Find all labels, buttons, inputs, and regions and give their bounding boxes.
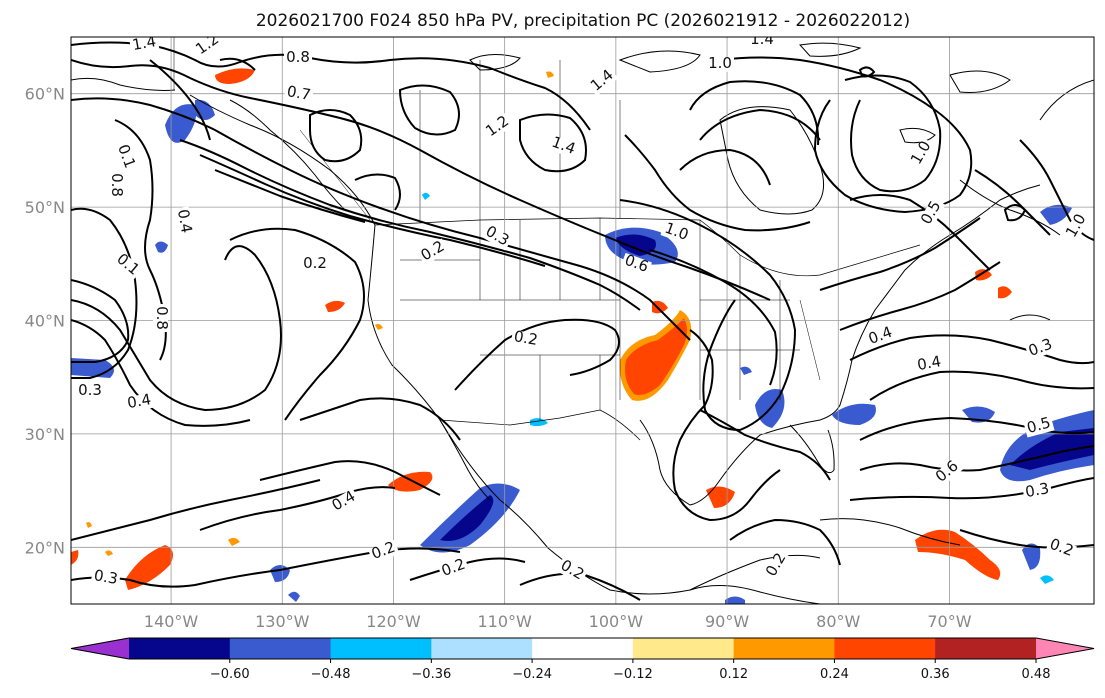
baja-peninsula (439, 419, 491, 501)
colorbar-tick-label: −0.12 (613, 667, 653, 682)
lon-label: 70°W (927, 612, 971, 631)
contour-label: 0.3 (78, 381, 102, 399)
contour-label: 1.4 (750, 30, 774, 48)
colorbar-bin (733, 638, 835, 659)
central-america (689, 554, 821, 591)
alaska-coast (71, 77, 176, 91)
lon-label: 120°W (366, 612, 421, 631)
pv-contours (71, 41, 1094, 601)
greenland (1039, 79, 1094, 121)
colorbar: −0.60 −0.48 −0.36 −0.24 −0.12 0.12 0.24 0.36 0.4… (70, 637, 1095, 682)
florida (789, 424, 835, 474)
map-frame (70, 36, 1095, 605)
lon-label: 130°W (255, 612, 310, 631)
contour-label: 0.2 (303, 254, 327, 272)
contour-label: 0.7 (286, 82, 313, 104)
lon-label: 80°W (816, 612, 860, 631)
colorbar-bin (632, 638, 735, 659)
lat-label: 60°N (25, 85, 65, 104)
lat-label: 20°N (25, 538, 65, 557)
colorbar-extend-high (1036, 638, 1094, 659)
lon-label: 100°W (589, 612, 644, 631)
contour-label: 0.3 (93, 566, 120, 588)
colorbar-tick-label: −0.48 (311, 667, 351, 682)
contour-label: 0.2 (513, 327, 540, 349)
colorbar-tick-label: −0.36 (411, 667, 451, 682)
lat-label: 30°N (25, 425, 65, 444)
contour-label: 1.4 (131, 32, 158, 54)
lon-label: 140°W (144, 612, 199, 631)
state-lines (400, 218, 821, 420)
contour-labels: 1.4 1.2 0.80.7 1.41.01.41.21.41.00.10.80.40… (76, 30, 1091, 589)
colorbar-bin (431, 638, 533, 659)
contour-label: 0.3 (1024, 479, 1051, 501)
colorbar-tick-label: −0.24 (512, 667, 552, 682)
us-mexico-border (439, 409, 641, 441)
colorbar-bin (330, 638, 432, 659)
cuba (819, 518, 961, 546)
contour-label: 0.4 (916, 352, 943, 374)
us-canada-border (374, 217, 921, 277)
colorbar-bin (129, 638, 231, 659)
coastlines-and-borders (71, 37, 1094, 604)
colorbar-extend-low (71, 638, 129, 659)
colorbar-bin (532, 638, 634, 659)
contour-label: 1.0 (708, 54, 732, 72)
colorbar-tick-label: −0.60 (210, 667, 250, 682)
negative-anomaly-alaska (165, 104, 197, 143)
colorbar-tick-label: 0.24 (820, 667, 849, 682)
contour-label: 0.5 (1025, 413, 1053, 437)
labrador (959, 179, 1061, 236)
map-area: 1.4 1.2 0.80.7 1.41.01.41.21.41.00.10.80.40… (25, 30, 1095, 631)
hudson-bay (719, 106, 825, 215)
contour-label: 0.8 (153, 306, 171, 330)
lat-label: 40°N (25, 312, 65, 331)
lat-label: 50°N (25, 198, 65, 217)
axis-labels: 20°N 30°N 40°N 50°N 60°N 140°W 130°W 120°W 110°W… (25, 85, 972, 631)
contour-label: 0.8 (286, 48, 310, 66)
lon-label: 110°W (477, 612, 532, 631)
contour-label: 0.8 (108, 173, 126, 197)
gulf-coast (639, 184, 1041, 506)
positive-anomaly-pacific-south (125, 545, 174, 590)
colorbar-bin (834, 638, 936, 659)
contour-label: 0.4 (174, 208, 196, 235)
lon-label: 90°W (705, 612, 749, 631)
colorbar-bin (229, 638, 332, 659)
colorbar-outline (70, 637, 1095, 660)
precip-anomaly-shading (71, 68, 1094, 604)
colorbar-tick-label: 0.36 (921, 667, 950, 682)
colorbar-tick-label: 0.48 (1022, 667, 1051, 682)
colorbar-bin (935, 638, 1037, 659)
colorbar-tick-label: 0.12 (719, 667, 748, 682)
figure-title: 2026021700 F024 850 hPa PV, precipitatio… (256, 11, 910, 31)
contour-label: 0.4 (126, 390, 153, 412)
